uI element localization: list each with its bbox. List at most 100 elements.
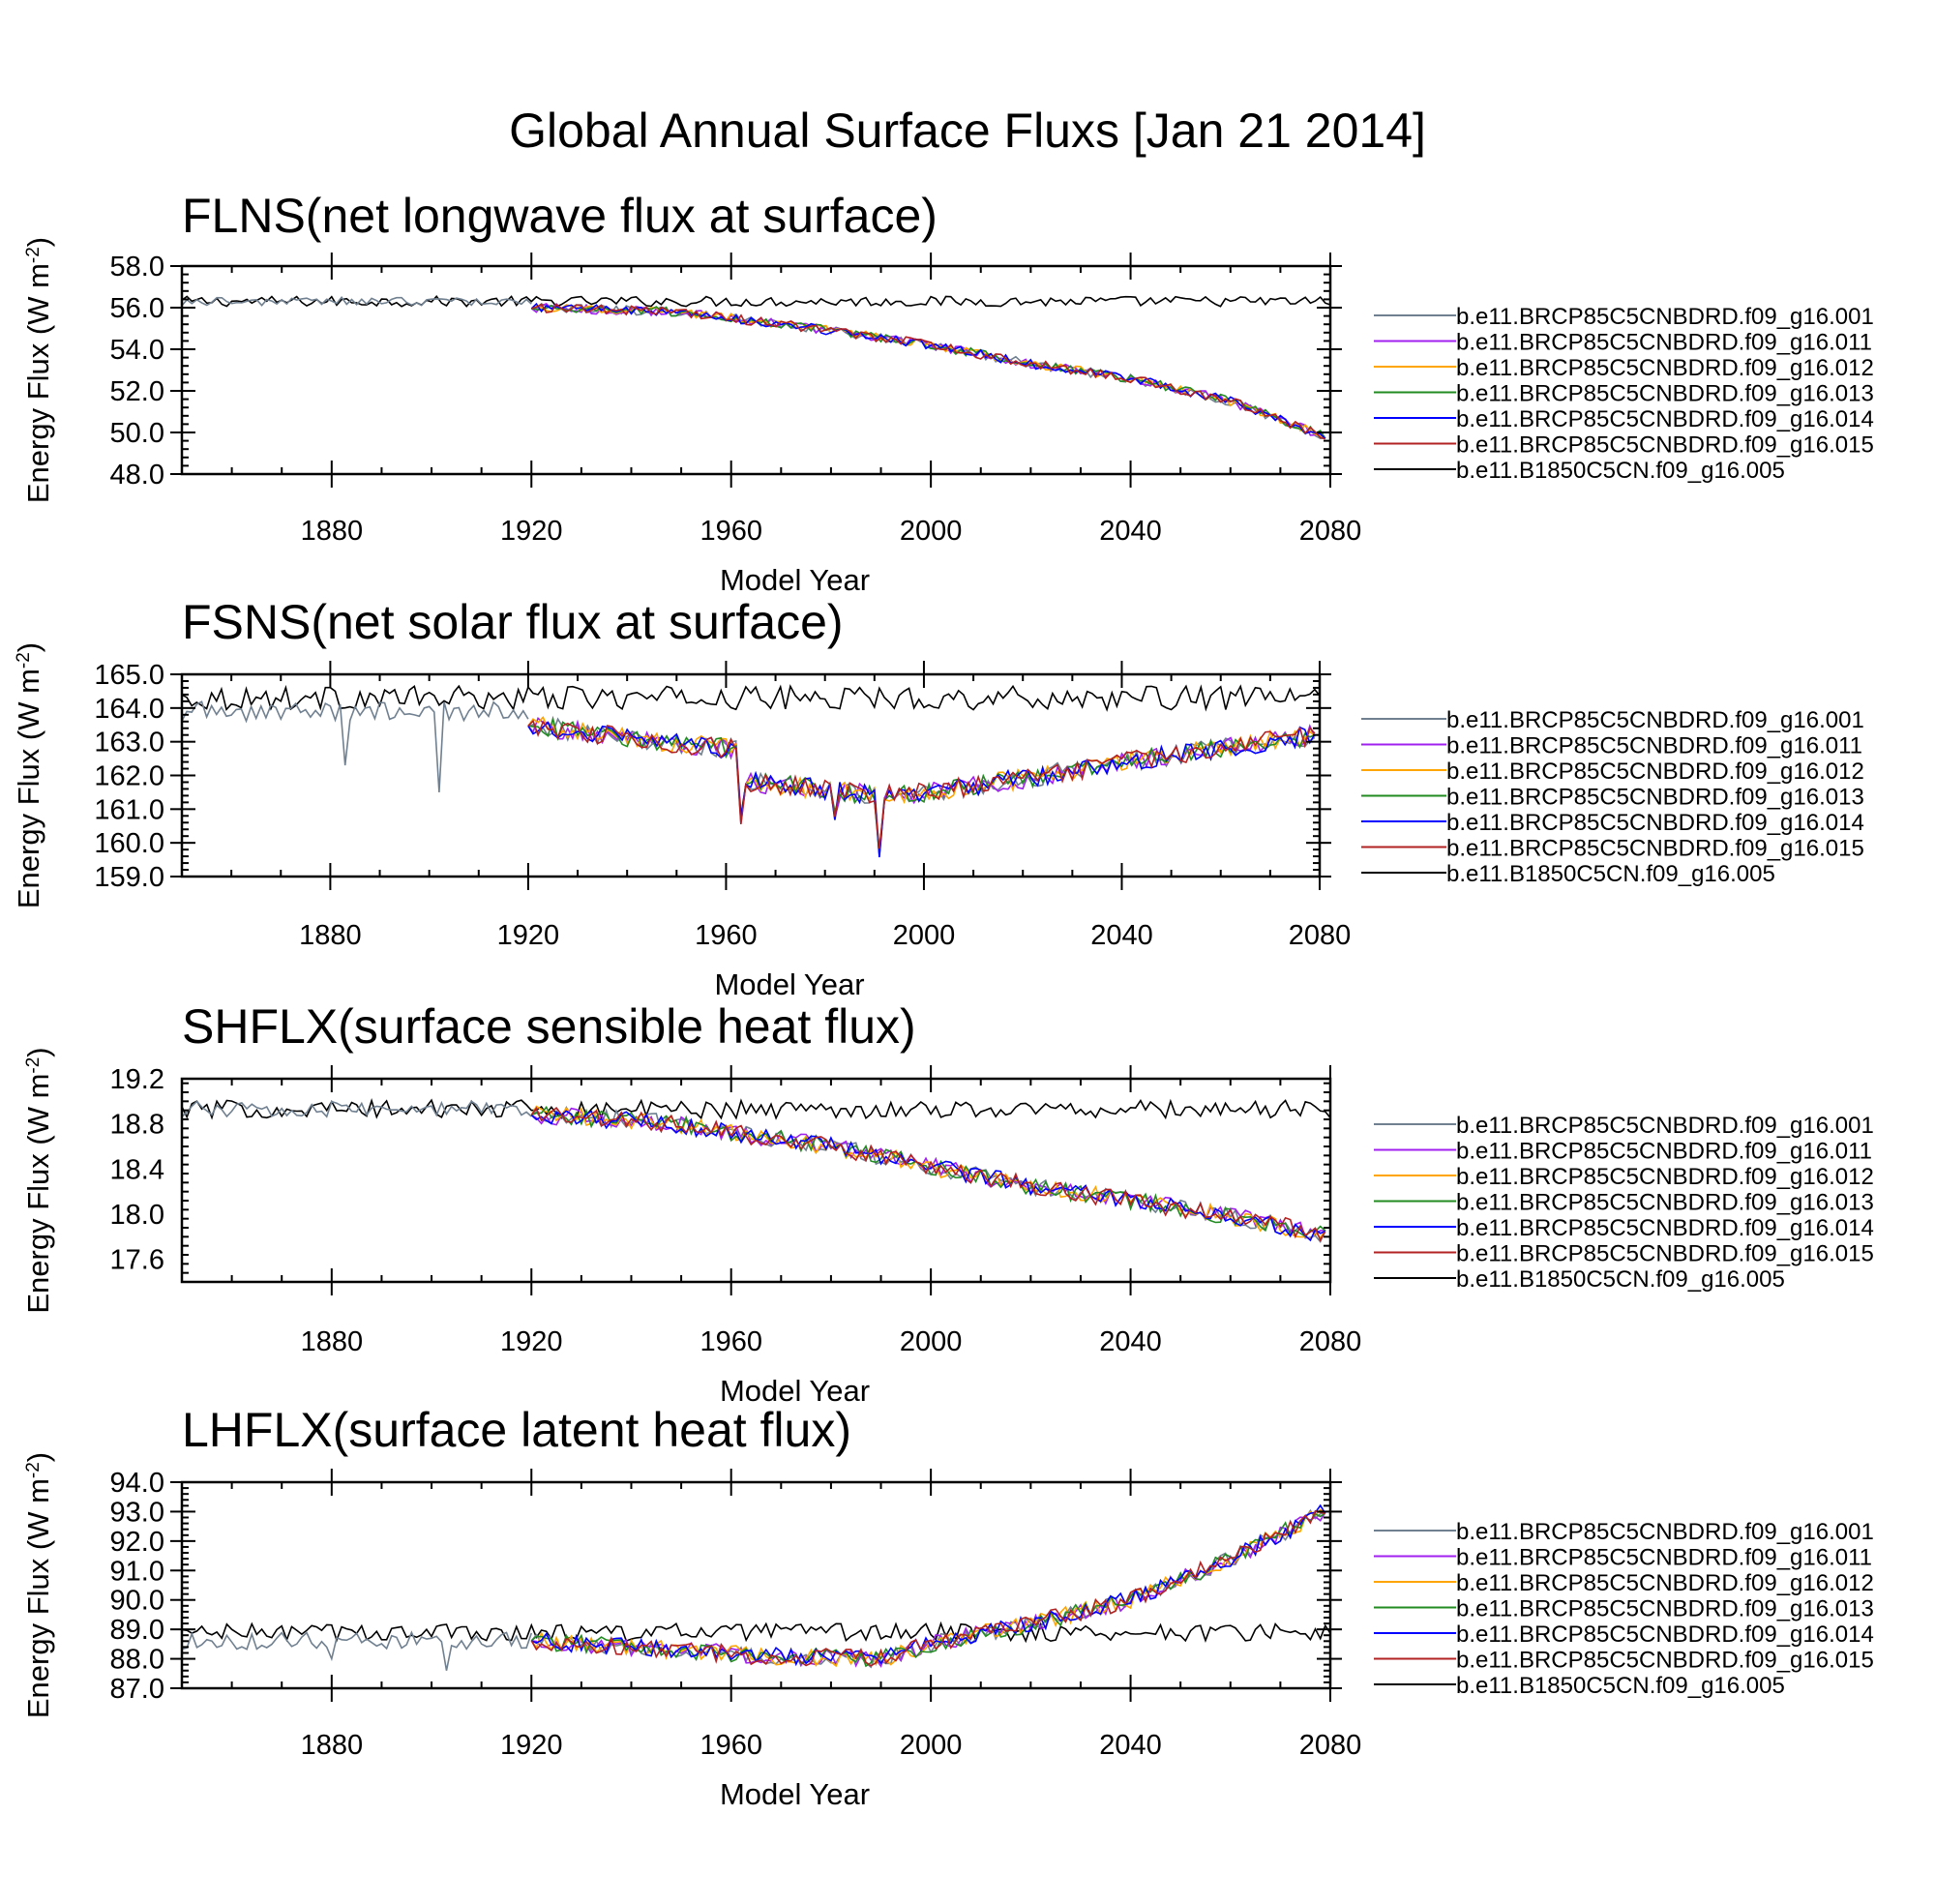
x-tick-label: 1880 (299, 920, 362, 951)
legend-label: b.e11.BRCP85C5CNBDRD.f09_g16.013 (1456, 381, 1874, 407)
y-tick-label: 87.0 (110, 1674, 164, 1705)
x-tick-label: 2080 (1299, 1730, 1362, 1761)
x-tick-label: 1880 (301, 1326, 364, 1357)
series-group (182, 684, 1320, 858)
y-tick-label: 18.4 (110, 1154, 164, 1185)
x-tick-label: 2040 (1099, 516, 1162, 547)
x-tick-label: 2040 (1099, 1730, 1162, 1761)
x-tick-label: 1920 (497, 920, 560, 951)
y-tick-label: 91.0 (110, 1556, 164, 1587)
series-line-015 (530, 1106, 1326, 1242)
legend: b.e11.BRCP85C5CNBDRD.f09_g16.001b.e11.BR… (1374, 1113, 1874, 1293)
series-line-015 (527, 719, 1316, 849)
series-line-012 (527, 715, 1316, 855)
legend-label: b.e11.BRCP85C5CNBDRD.f09_g16.015 (1456, 1241, 1874, 1267)
series-line-001 (530, 1108, 1326, 1244)
y-tick-label: 52.0 (110, 376, 164, 407)
y-tick-label: 163.0 (94, 728, 164, 759)
series-line-011 (530, 302, 1326, 439)
y-tick-label: 19.2 (110, 1064, 164, 1095)
y-tick-label: 92.0 (110, 1527, 164, 1558)
legend-label: b.e11.BRCP85C5CNBDRD.f09_g16.001 (1456, 1113, 1874, 1139)
legend-label: b.e11.BRCP85C5CNBDRD.f09_g16.014 (1456, 1215, 1874, 1241)
legend-label: b.e11.B1850C5CN.f09_g16.005 (1456, 458, 1785, 484)
panel-title: FSNS(net solar flux at surface) (182, 595, 844, 649)
series-line-historical (182, 700, 529, 792)
legend-label: b.e11.BRCP85C5CNBDRD.f09_g16.012 (1446, 759, 1864, 785)
x-axis-label: Model Year (720, 1777, 870, 1811)
y-axis-label: Energy Flux (W m-2) (21, 237, 55, 503)
y-tick-label: 94.0 (110, 1468, 164, 1499)
series-line-015 (531, 303, 1325, 440)
x-axis-label: Model Year (714, 967, 864, 1001)
legend-label: b.e11.BRCP85C5CNBDRD.f09_g16.014 (1456, 1621, 1874, 1648)
legend-label: b.e11.BRCP85C5CNBDRD.f09_g16.011 (1456, 1139, 1872, 1165)
y-tick-label: 165.0 (94, 660, 164, 691)
panel-title: LHFLX(surface latent heat flux) (182, 1403, 851, 1457)
x-tick-label: 1960 (700, 1326, 762, 1357)
x-tick-label: 2000 (900, 1326, 963, 1357)
series-line-015 (530, 1509, 1326, 1667)
series-group (182, 1503, 1330, 1671)
x-axis-label: Model Year (720, 1374, 870, 1408)
series-line-historical (182, 1100, 532, 1118)
y-tick-label: 48.0 (110, 460, 164, 491)
y-tick-label: 17.6 (110, 1245, 164, 1276)
y-tick-label: 162.0 (94, 761, 164, 792)
x-tick-label: 1920 (500, 1326, 563, 1357)
series-group (182, 295, 1330, 440)
legend: b.e11.BRCP85C5CNBDRD.f09_g16.001b.e11.BR… (1361, 707, 1864, 887)
legend-label: b.e11.BRCP85C5CNBDRD.f09_g16.012 (1456, 1164, 1874, 1190)
series-line-control (182, 1621, 1330, 1644)
y-tick-label: 56.0 (110, 293, 164, 324)
y-tick-label: 159.0 (94, 862, 164, 893)
legend-label: b.e11.BRCP85C5CNBDRD.f09_g16.014 (1446, 810, 1864, 836)
legend-label: b.e11.BRCP85C5CNBDRD.f09_g16.013 (1456, 1190, 1874, 1216)
legend-label: b.e11.B1850C5CN.f09_g16.005 (1446, 861, 1775, 887)
x-tick-label: 2000 (900, 1730, 963, 1761)
x-tick-label: 1920 (500, 1730, 563, 1761)
x-axis-label: Model Year (720, 563, 870, 597)
series-line-013 (527, 715, 1316, 856)
legend-label: b.e11.BRCP85C5CNBDRD.f09_g16.013 (1446, 785, 1864, 811)
series-line-013 (531, 304, 1326, 439)
panel-title: FLNS(net longwave flux at surface) (182, 189, 938, 243)
panel-2: FSNS(net solar flux at surface) Energy Fl… (12, 595, 1864, 1001)
series-line-014 (530, 1110, 1326, 1242)
x-tick-label: 1880 (301, 516, 364, 547)
x-tick-label: 2000 (893, 920, 956, 951)
legend-label: b.e11.BRCP85C5CNBDRD.f09_g16.015 (1456, 432, 1874, 459)
legend-label: b.e11.BRCP85C5CNBDRD.f09_g16.001 (1456, 304, 1874, 330)
panel-1: FLNS(net longwave flux at surface) Energy… (21, 189, 1874, 597)
x-tick-label: 1960 (695, 920, 758, 951)
series-line-011 (527, 717, 1316, 853)
series-line-historical (182, 295, 532, 307)
panels: FLNS(net longwave flux at surface) Energy… (12, 189, 1874, 1811)
y-tick-label: 18.8 (110, 1110, 164, 1141)
plot-frame (180, 1077, 1332, 1284)
legend-label: b.e11.B1850C5CN.f09_g16.005 (1456, 1266, 1785, 1293)
x-tick-label: 1960 (700, 1730, 762, 1761)
panel-4: LHFLX(surface latent heat flux) Energy Fl… (21, 1403, 1874, 1811)
legend-label: b.e11.BRCP85C5CNBDRD.f09_g16.011 (1446, 733, 1862, 759)
series-group (182, 1098, 1330, 1244)
x-tick-label: 2080 (1299, 1326, 1362, 1357)
y-tick-label: 161.0 (94, 794, 164, 825)
legend-label: b.e11.BRCP85C5CNBDRD.f09_g16.001 (1456, 1519, 1874, 1545)
y-tick-label: 58.0 (110, 252, 164, 283)
plot-frame (180, 1480, 1332, 1690)
x-tick-label: 2080 (1299, 516, 1362, 547)
x-tick-label: 1960 (700, 516, 762, 547)
y-tick-label: 160.0 (94, 828, 164, 859)
y-tick-label: 50.0 (110, 418, 164, 449)
legend-label: b.e11.BRCP85C5CNBDRD.f09_g16.012 (1456, 1570, 1874, 1596)
legend-label: b.e11.B1850C5CN.f09_g16.005 (1456, 1673, 1785, 1699)
panel-3: SHFLX(surface sensible heat flux) Energy … (21, 999, 1874, 1408)
legend-label: b.e11.BRCP85C5CNBDRD.f09_g16.011 (1456, 330, 1872, 356)
y-tick-label: 93.0 (110, 1497, 164, 1528)
panel-title: SHFLX(surface sensible heat flux) (182, 999, 916, 1054)
y-axis-label: Energy Flux (W m-2) (12, 642, 45, 908)
x-tick-label: 2080 (1289, 920, 1352, 951)
y-tick-label: 90.0 (110, 1586, 164, 1617)
